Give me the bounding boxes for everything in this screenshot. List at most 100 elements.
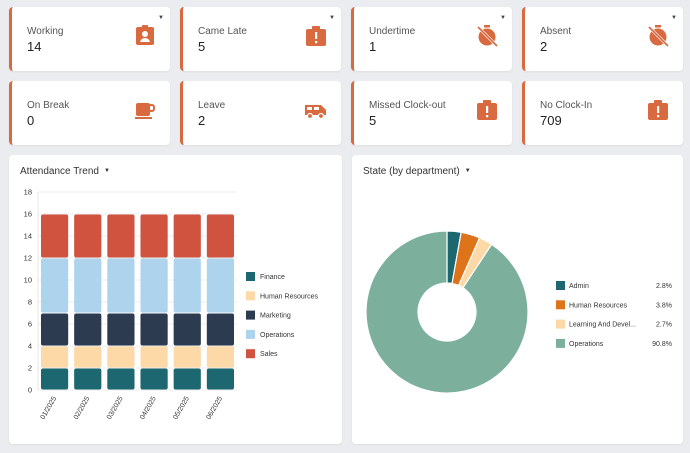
- legend-swatch: [246, 329, 255, 339]
- bar-segment: [107, 313, 135, 346]
- bar-segment: [107, 368, 135, 390]
- x-tick-label: 04/2025: [139, 395, 158, 421]
- bar-segment: [74, 214, 102, 258]
- bar-segment: [173, 258, 201, 313]
- legend-swatch: [246, 349, 255, 359]
- bar-segment: [206, 313, 235, 346]
- x-tick-label: 05/2025: [172, 395, 191, 421]
- stat-value: 2: [198, 113, 206, 128]
- legend-swatch: [246, 291, 255, 301]
- state-title[interactable]: State (by department) ▼: [363, 166, 471, 177]
- stat-value: 5: [198, 39, 206, 54]
- bar-segment: [74, 346, 102, 368]
- legend-label: Human Resources: [260, 293, 318, 300]
- bar-segment: [140, 214, 168, 258]
- legend-value: 2.7%: [656, 322, 672, 329]
- legend-value: 3.8%: [656, 302, 672, 309]
- chevron-down-icon[interactable]: ▼: [464, 168, 471, 175]
- legend-label: Marketing: [260, 313, 291, 320]
- stat-label: Missed Clock-out: [369, 100, 446, 111]
- stat-card-undertime[interactable]: Undertime 1 ▼: [351, 7, 512, 71]
- stat-value: 5: [369, 113, 377, 128]
- y-tick-label: 18: [24, 188, 32, 197]
- bar-segment: [74, 258, 102, 313]
- bar-segment: [40, 346, 69, 368]
- legend-label: Operations: [569, 341, 604, 348]
- x-tick-label: 03/2025: [106, 395, 125, 421]
- stat-value: 2: [540, 39, 548, 54]
- bar-segment: [40, 313, 69, 346]
- y-tick-label: 10: [24, 276, 32, 285]
- legend-label: Human Resources: [569, 302, 627, 309]
- attendance-trend-chart: 0 2 4 6 8 10 12 14 16 18 01/2025 02/2025 03/2025 04/2…: [24, 188, 319, 421]
- coffee-icon: [135, 103, 155, 119]
- y-tick-label: 0: [28, 386, 32, 395]
- y-tick-label: 16: [24, 210, 32, 219]
- stat-card-working[interactable]: Working 14 ▼: [9, 7, 170, 71]
- bar-segment: [107, 214, 135, 258]
- chevron-down-icon[interactable]: ▼: [103, 168, 110, 175]
- chevron-down-icon[interactable]: ▼: [329, 15, 335, 21]
- stat-value: 0: [27, 113, 35, 128]
- state-panel: State (by department) ▼ Admin 2.8% Human Re…: [352, 155, 683, 444]
- y-tick-label: 14: [24, 232, 32, 241]
- legend-label: Admin: [569, 283, 589, 290]
- y-tick-label: 6: [28, 320, 32, 329]
- y-tick-label: 2: [28, 364, 32, 373]
- bar-segment: [140, 258, 168, 313]
- bar-segment: [74, 368, 102, 390]
- stat-value: 709: [540, 113, 562, 128]
- bar-segment: [40, 258, 69, 313]
- legend-swatch: [556, 281, 565, 290]
- stat-card-came-late[interactable]: Came Late 5 ▼: [180, 7, 341, 71]
- stat-card-absent[interactable]: Absent 2 ▼: [522, 7, 683, 71]
- stat-card-missed-clock-out[interactable]: Missed Clock-out 5: [351, 81, 512, 145]
- bar-segment: [173, 313, 201, 346]
- alert-icon: [477, 100, 497, 120]
- bar-segment: [173, 214, 201, 258]
- chevron-down-icon[interactable]: ▼: [158, 15, 164, 21]
- legend-label: Finance: [260, 274, 285, 281]
- bar-segment: [206, 214, 235, 258]
- stat-label: Leave: [198, 100, 226, 111]
- bar-segment: [107, 346, 135, 368]
- bar-segment: [140, 368, 168, 390]
- bar-segment: [40, 368, 69, 390]
- bar-segment: [173, 368, 201, 390]
- bar-segment: [206, 368, 235, 390]
- stat-card-no-clock-in[interactable]: No Clock-In 709: [522, 81, 683, 145]
- stat-label: On Break: [27, 100, 70, 111]
- stat-value: 1: [369, 39, 377, 54]
- legend-swatch: [556, 300, 565, 310]
- stat-value: 14: [27, 39, 42, 54]
- bar-segment: [173, 346, 201, 368]
- state-title-text: State (by department): [363, 166, 460, 177]
- badge-icon: [136, 25, 154, 45]
- stat-label: Working: [27, 26, 64, 37]
- attendance-trend-title-text: Attendance Trend: [20, 166, 99, 177]
- stat-label: Absent: [540, 26, 572, 37]
- state-chart: Admin 2.8% Human Resources 3.8% Learning And…: [365, 230, 672, 394]
- legend-label: Sales: [260, 351, 278, 358]
- attendance-trend-panel: Attendance Trend ▼ 0 2 4 6 8 10 12 14 16 18 01/2025…: [9, 155, 342, 444]
- donut-slice: [365, 230, 529, 394]
- legend-swatch: [556, 319, 565, 329]
- stat-card-leave[interactable]: Leave 2: [180, 81, 341, 145]
- y-tick-label: 8: [28, 298, 32, 307]
- legend-label: Learning And Devel...: [569, 322, 636, 329]
- bar-segment: [40, 214, 69, 258]
- legend-label: Operations: [260, 332, 295, 339]
- bar-segment: [206, 258, 235, 313]
- legend-swatch: [246, 310, 255, 320]
- stat-card-on-break[interactable]: On Break 0: [9, 81, 170, 145]
- chevron-down-icon[interactable]: ▼: [671, 15, 677, 21]
- legend-value: 90.8%: [652, 341, 672, 348]
- alert-icon: [306, 26, 326, 46]
- stat-label: No Clock-In: [540, 100, 593, 111]
- timer-off-icon: [647, 25, 670, 48]
- bar-segment: [140, 313, 168, 346]
- x-tick-label: 01/2025: [40, 395, 59, 421]
- attendance-trend-title[interactable]: Attendance Trend ▼: [20, 166, 110, 177]
- chevron-down-icon[interactable]: ▼: [500, 15, 506, 21]
- legend-swatch: [556, 338, 565, 348]
